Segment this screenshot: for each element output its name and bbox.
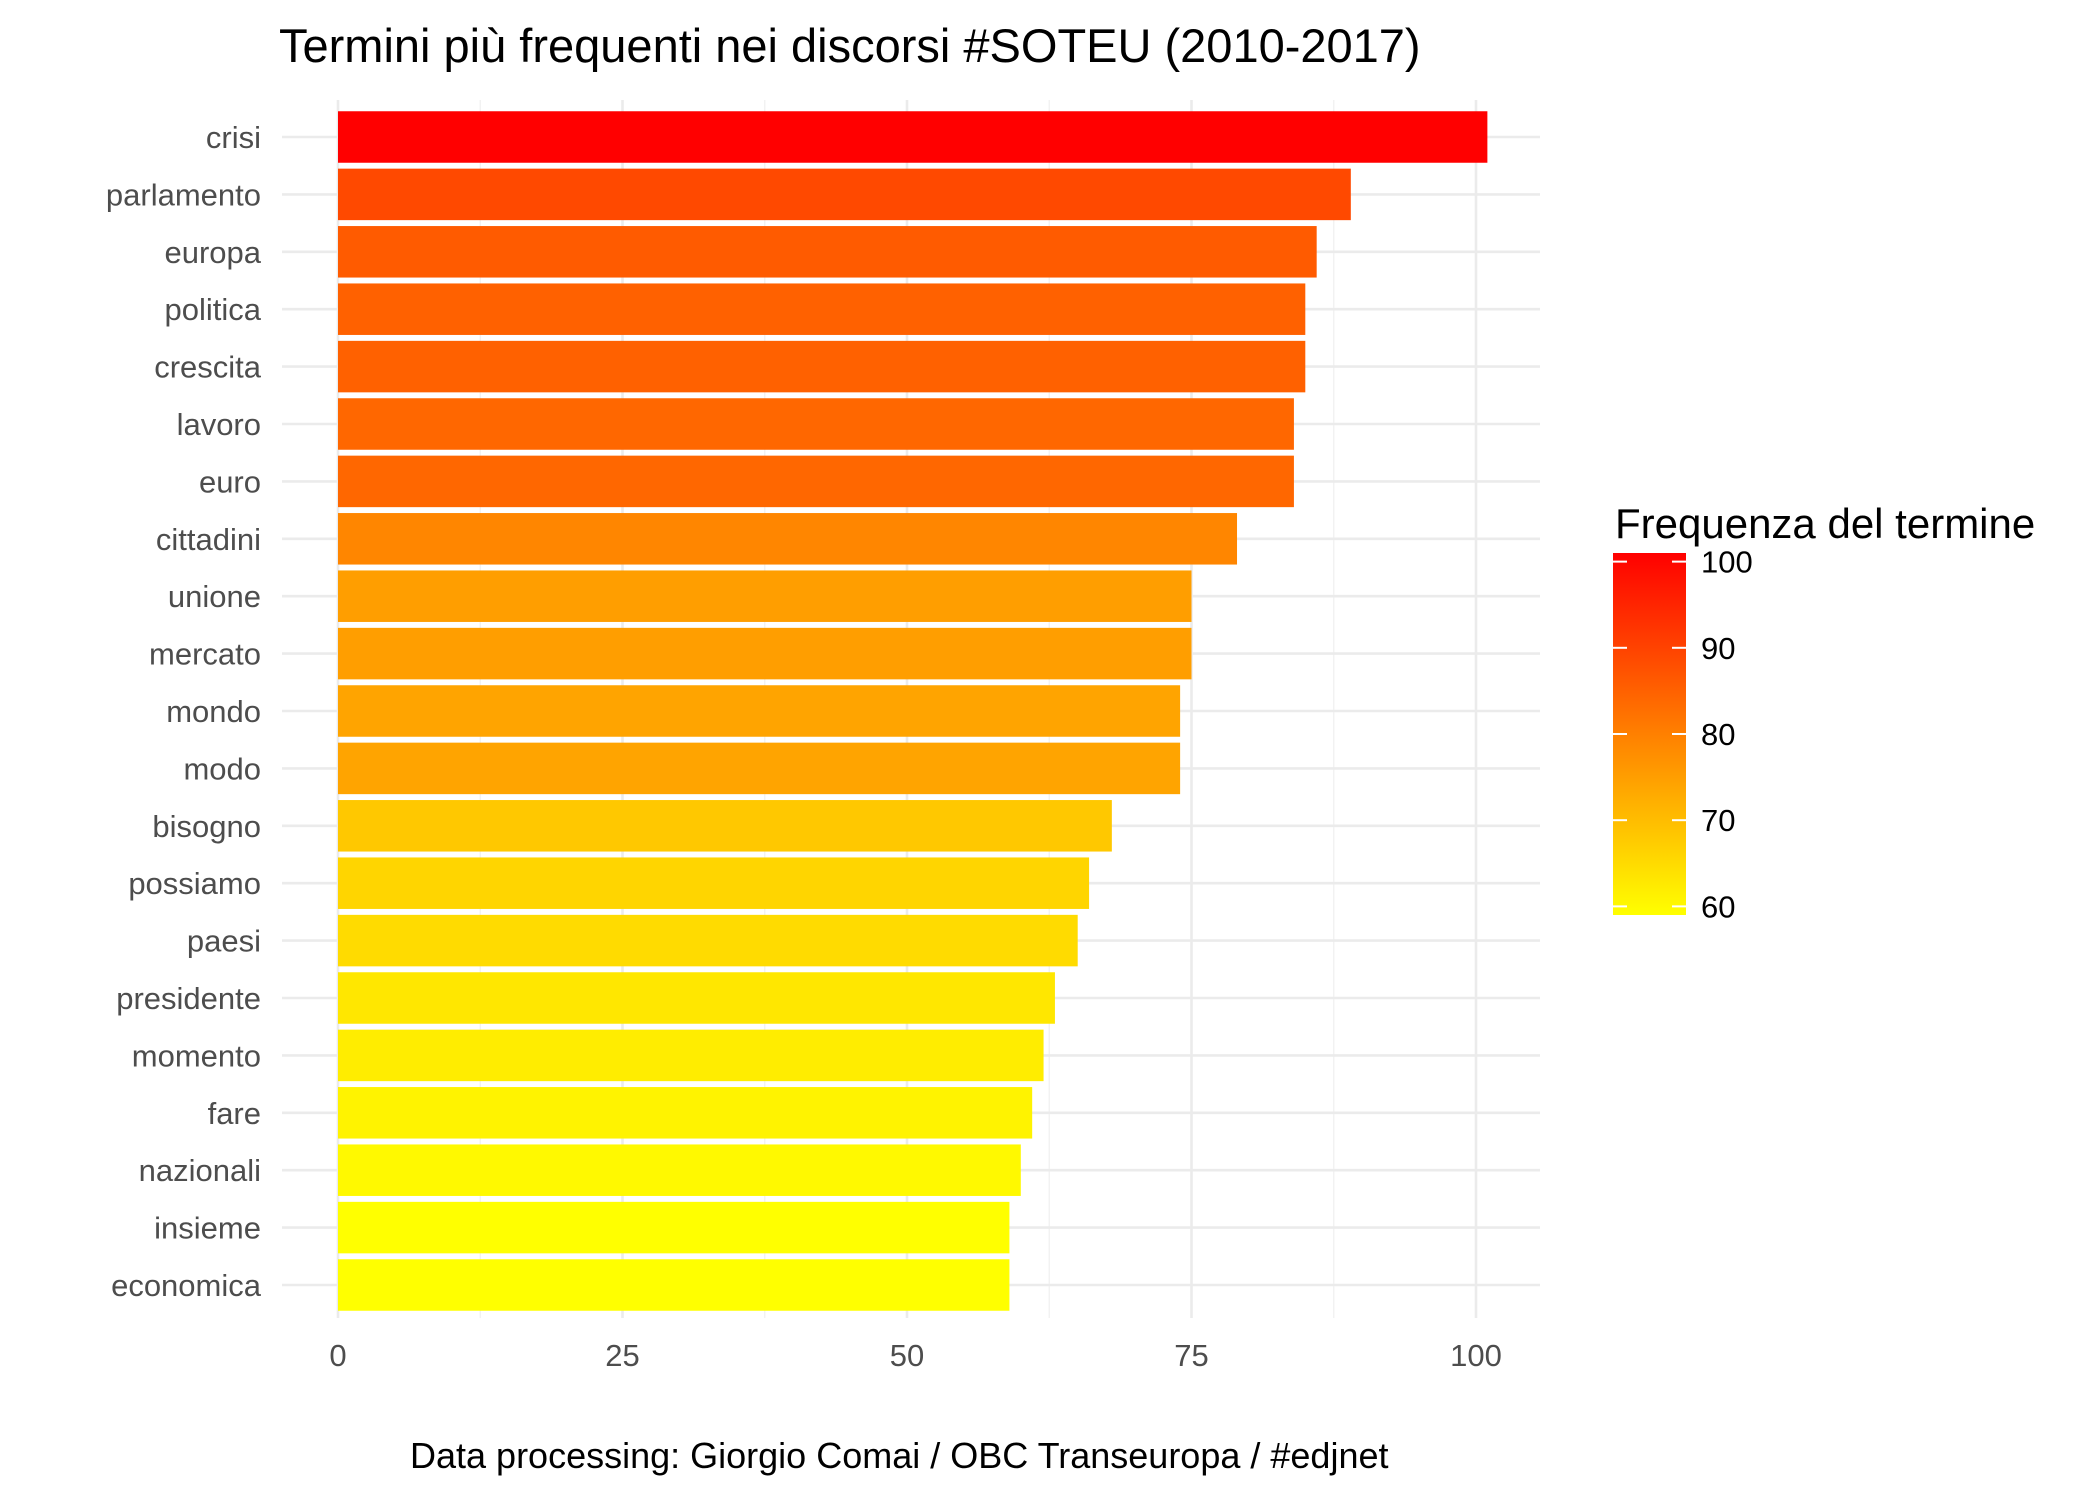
- bar-cittadini: [338, 513, 1238, 565]
- y-tick-label: lavoro: [177, 407, 261, 442]
- bar-bisogno: [338, 800, 1112, 852]
- y-tick-label: paesi: [187, 924, 261, 959]
- bar-insieme: [338, 1201, 1010, 1254]
- bar-mercato: [338, 627, 1192, 680]
- y-tick-label: economica: [111, 1268, 262, 1303]
- y-tick-label: euro: [199, 464, 261, 499]
- legend-tick-label: 70: [1701, 803, 1735, 838]
- bar-euro: [338, 455, 1294, 508]
- x-axis-labels: 0 25 50 75 100: [329, 1338, 1501, 1373]
- bar-crescita: [338, 340, 1306, 393]
- y-tick-label: mondo: [166, 694, 261, 729]
- x-tick-label: 50: [890, 1338, 924, 1373]
- legend-tick-label: 90: [1701, 631, 1735, 666]
- bar-modo: [338, 742, 1181, 795]
- bar-possiamo: [338, 857, 1090, 909]
- x-tick-label: 25: [605, 1338, 639, 1373]
- y-tick-label: fare: [208, 1096, 261, 1131]
- y-tick-label: parlamento: [106, 177, 261, 212]
- bar-unione: [338, 570, 1192, 622]
- bar-lavoro: [338, 398, 1294, 450]
- y-tick-label: insieme: [154, 1211, 261, 1246]
- y-tick-label: unione: [168, 579, 261, 614]
- y-tick-label: nazionali: [139, 1153, 261, 1188]
- bar-parlamento: [338, 168, 1351, 221]
- legend-title: Frequenza del termine: [1615, 500, 2035, 547]
- y-tick-label: presidente: [116, 981, 261, 1016]
- bar-mondo: [338, 685, 1181, 737]
- x-tick-label: 75: [1174, 1338, 1208, 1373]
- bar-nazionali: [338, 1144, 1021, 1196]
- legend-tick-label: 100: [1701, 545, 1753, 580]
- legend-tick-label: 80: [1701, 717, 1735, 752]
- bar-paesi: [338, 914, 1078, 967]
- chart-title: Termini più frequenti nei discorsi #SOTE…: [279, 19, 1421, 72]
- y-tick-label: crescita: [154, 350, 262, 385]
- legend-tick-label: 60: [1701, 889, 1735, 924]
- bar-presidente: [338, 972, 1055, 1024]
- bar-momento: [338, 1029, 1044, 1082]
- chart-caption: Data processing: Giorgio Comai / OBC Tra…: [410, 1435, 1389, 1476]
- bar-crisi: [338, 111, 1488, 163]
- color-legend: Frequenza del termine 100 90 80 70 60: [1613, 500, 2035, 924]
- y-tick-label: bisogno: [152, 809, 261, 844]
- x-tick-label: 0: [329, 1338, 346, 1373]
- y-tick-label: possiamo: [128, 866, 261, 901]
- y-tick-label: europa: [164, 235, 261, 270]
- y-tick-label: crisi: [206, 120, 261, 155]
- bar-europa: [338, 226, 1317, 278]
- y-axis-labels: crisi parlamento europa politica crescita lav…: [106, 120, 262, 1303]
- y-tick-label: momento: [132, 1038, 261, 1073]
- bars: [338, 111, 1488, 1311]
- y-tick-label: politica: [165, 292, 262, 327]
- y-tick-label: mercato: [149, 637, 261, 672]
- x-tick-label: 100: [1450, 1338, 1502, 1373]
- y-tick-label: cittadini: [156, 522, 261, 557]
- y-tick-label: modo: [183, 751, 261, 786]
- bar-economica: [338, 1259, 1010, 1311]
- bar-fare: [338, 1087, 1033, 1139]
- bar-politica: [338, 283, 1306, 335]
